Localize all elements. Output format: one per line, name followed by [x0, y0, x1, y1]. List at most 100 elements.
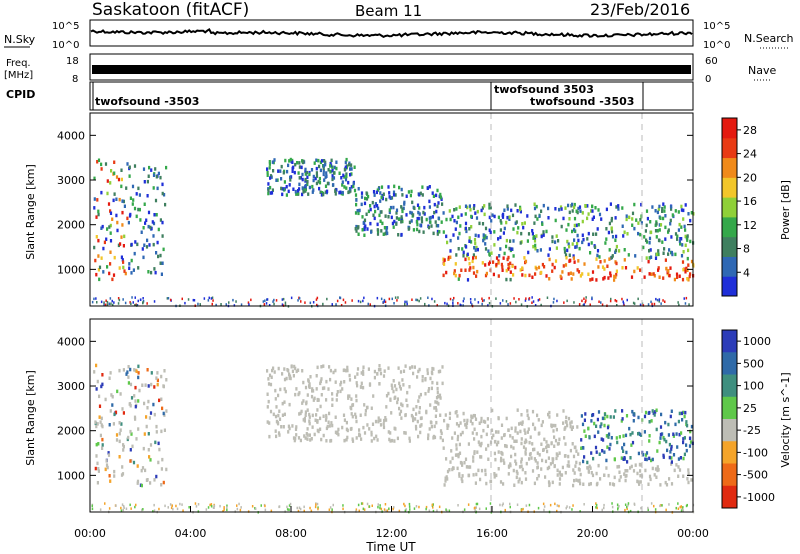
velocity-cell [456, 414, 459, 418]
power-cell [311, 184, 314, 189]
power-cell [453, 219, 456, 223]
power-cell [357, 226, 360, 230]
power-colorbar-tick-label: 28 [743, 124, 757, 137]
power-cell [682, 267, 685, 272]
power-cell [423, 205, 426, 210]
velocity-ground-cell [377, 503, 379, 506]
power-cell [466, 278, 470, 282]
velocity-cell [623, 442, 626, 447]
velocity-cell [624, 433, 628, 438]
velocity-cell [406, 403, 409, 408]
velocity-cell [101, 437, 104, 442]
power-cell [388, 195, 391, 199]
velocity-ground-cell [342, 507, 344, 511]
velocity-cell [637, 480, 640, 484]
power-cell [418, 193, 421, 197]
velocity-ground-cell [358, 509, 360, 513]
power-cell [519, 268, 522, 272]
velocity-cell [598, 452, 601, 456]
power-cell [402, 206, 405, 211]
velocity-cell [497, 430, 500, 434]
power-cell [468, 261, 471, 266]
velocity-cell [99, 420, 102, 424]
power-cell [367, 209, 370, 214]
velocity-cell [643, 430, 646, 434]
velocity-cell [590, 419, 593, 423]
velocity-cell [507, 428, 510, 432]
power-ground-cell [406, 300, 408, 304]
power-cell [332, 176, 336, 180]
power-cell [511, 213, 515, 218]
power-cell [470, 225, 473, 229]
velocity-cell [278, 433, 281, 437]
power-cell [269, 191, 272, 195]
power-cell [401, 207, 404, 212]
velocity-cell [391, 386, 394, 391]
velocity-cell [465, 465, 468, 469]
power-cell [587, 231, 590, 236]
power-cell [488, 215, 491, 220]
velocity-cell [686, 477, 689, 481]
power-cell [267, 182, 270, 186]
velocity-cell [417, 399, 420, 403]
velocity-cell [354, 375, 357, 379]
power-cell [420, 216, 423, 221]
velocity-cell [564, 420, 567, 424]
power-cell [581, 272, 584, 276]
power-ground-cell [653, 302, 656, 306]
power-cell [329, 170, 332, 174]
power-ground-cell [622, 300, 624, 303]
velocity-cell [547, 444, 550, 448]
power-cell [547, 253, 550, 257]
power-cell [410, 219, 413, 223]
power-cell [269, 176, 272, 180]
power-cell [484, 247, 488, 251]
velocity-cell [480, 441, 483, 446]
velocity-cell [419, 424, 422, 428]
velocity-cell [546, 449, 549, 454]
velocity-cell [677, 465, 680, 469]
velocity-cell [291, 369, 294, 374]
power-cell [464, 257, 467, 262]
velocity-ground-cell [194, 502, 197, 505]
velocity-cell [280, 425, 283, 429]
velocity-cell [101, 446, 104, 450]
velocity-ground-cell [223, 508, 225, 511]
velocity-ground-cell [680, 505, 682, 508]
power-cell [109, 181, 112, 185]
nsky-panel: N.Sky 10^5 10^0 10^5 10^0 N.Search [4, 19, 794, 51]
power-cell [611, 254, 614, 258]
velocity-ground-cell [647, 506, 649, 510]
velocity-cell [149, 458, 152, 462]
power-cell [506, 207, 509, 211]
velocity-cell [507, 464, 511, 468]
power-cell [294, 189, 297, 194]
velocity-cell [339, 382, 342, 387]
power-ground-cell [122, 298, 124, 301]
power-cell [575, 209, 578, 213]
power-cell [625, 217, 628, 222]
power-cell [571, 209, 574, 213]
power-cell [464, 268, 467, 272]
velocity-cell [597, 463, 600, 468]
power-cell [142, 255, 145, 260]
velocity-cell [311, 387, 314, 391]
velocity-cell [602, 438, 605, 442]
velocity-cell [95, 454, 98, 458]
power-cell [488, 228, 491, 232]
power-cell [572, 272, 575, 276]
velocity-cell [315, 387, 318, 391]
velocity-cell [105, 459, 108, 463]
velocity-cell [433, 424, 436, 429]
velocity-ground-cell [121, 503, 124, 506]
velocity-cell [451, 436, 454, 440]
velocity-cell [138, 388, 141, 393]
power-cell [374, 202, 377, 206]
power-ground-cell [316, 303, 318, 307]
power-cell [679, 242, 682, 246]
freq-label-1: Freq. [6, 58, 31, 69]
velocity-cell [424, 377, 427, 381]
power-cell [382, 192, 385, 196]
velocity-cell [294, 392, 297, 397]
